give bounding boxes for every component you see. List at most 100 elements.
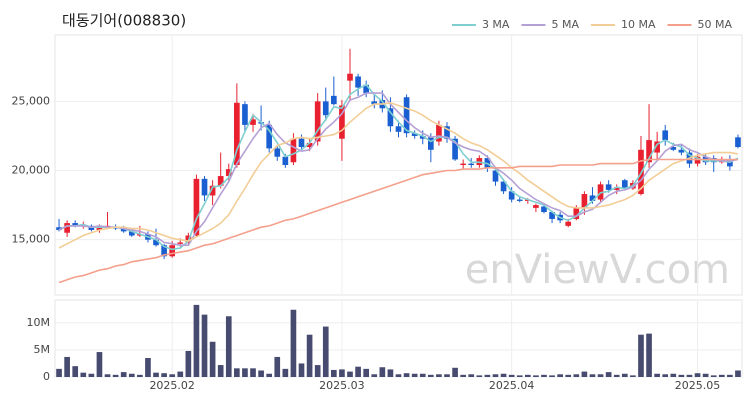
candle-body [64,223,70,233]
volume-bar [64,356,70,377]
volume-bar [638,334,644,377]
volume-bar [533,375,539,377]
volume-bar [177,371,184,377]
ma-line [58,101,739,249]
volume-bar [282,368,289,377]
y-tick-label: 10M [27,316,51,329]
candle-body [128,231,135,236]
volume-bar [646,333,652,377]
volume-bar [322,326,329,377]
volume-bar [549,375,555,377]
candle-body [621,180,628,189]
volume-bar [492,374,499,377]
volume-bar [654,373,660,377]
volume-bar [234,368,240,377]
volume-bar [161,373,167,377]
candle-body [282,156,289,165]
candle-body [735,137,741,148]
legend-label: 10 MA [621,18,656,31]
ma-line [58,83,739,251]
candle-body [161,245,167,257]
candle-body [331,95,337,105]
candle-body [217,176,224,186]
volume-bar [468,374,475,377]
volume-bar [419,373,426,377]
volume-bar [460,374,466,377]
x-tick-label: 2025.04 [489,379,535,392]
chart-title: 대동기어(008830) [62,12,186,30]
candle-body [371,101,378,105]
volume-bar [306,334,313,377]
volume-bar [258,370,264,377]
volume-bar [217,365,224,377]
volume-bar [331,369,337,377]
volume-bar [541,374,547,377]
volume-bar [557,374,563,377]
candle-body [250,119,256,125]
candle-body [298,138,305,148]
x-tick-label: 2025.02 [149,379,195,392]
volume-bar [436,374,442,377]
volume-bar [589,374,596,377]
volume-bar [371,374,378,377]
y-tick-label: 15,000 [12,233,51,246]
volume-bar [702,373,709,377]
volume-bar [72,366,79,377]
candle-body [290,138,297,163]
volume-bar [444,374,450,377]
candle-body [355,76,361,88]
x-tick-label: 2025.05 [675,379,721,392]
candle-body [662,130,669,141]
candle-body [169,245,176,257]
candle-body [314,101,321,142]
volume-bar [678,374,685,377]
volume-bar [524,374,531,377]
candle-body [177,242,184,244]
legend-label: 5 MA [551,18,579,31]
volume-bar [137,374,143,377]
legend-label: 50 MA [697,18,732,31]
volume-bar [266,373,273,377]
volume-bar [686,374,693,377]
y-tick-label: 25,000 [12,94,51,107]
candle-body [678,149,685,153]
candle-body [387,108,394,127]
volume-bar [694,373,701,377]
volume-bar [670,373,677,377]
volume-bar [710,375,717,377]
volume-bar [120,372,127,377]
volume-bar [452,367,458,377]
volume-bar [630,375,636,377]
candle-body [646,140,652,163]
y-tick-label: 0 [43,370,50,383]
volume-bar [80,372,87,377]
candle-body [274,148,281,157]
candle-body [56,227,62,230]
candle-body [533,205,539,208]
candle-body [225,169,232,177]
candle-body [428,137,434,150]
volume-bar [201,314,208,377]
volume-bar [735,370,741,377]
candle-body [96,227,103,230]
volume-bar [209,341,216,377]
volume-bar [727,374,733,377]
volume-bar [403,373,410,377]
ma-line [58,158,738,284]
candle-body [419,135,426,139]
volume-bar [339,369,345,377]
candle-body [411,133,418,136]
candle-body [306,142,313,148]
volume-bar [581,371,588,377]
candle-body [444,126,450,139]
candle-body [605,184,612,190]
candle-body [339,105,345,139]
volume-bar [128,373,135,377]
volume-bar [145,358,151,377]
volume-bar [104,374,111,377]
candle-body [460,163,466,165]
candle-body [500,181,507,192]
volume-bar [193,304,200,377]
candle-body [201,178,208,196]
volume-bar [516,375,523,377]
